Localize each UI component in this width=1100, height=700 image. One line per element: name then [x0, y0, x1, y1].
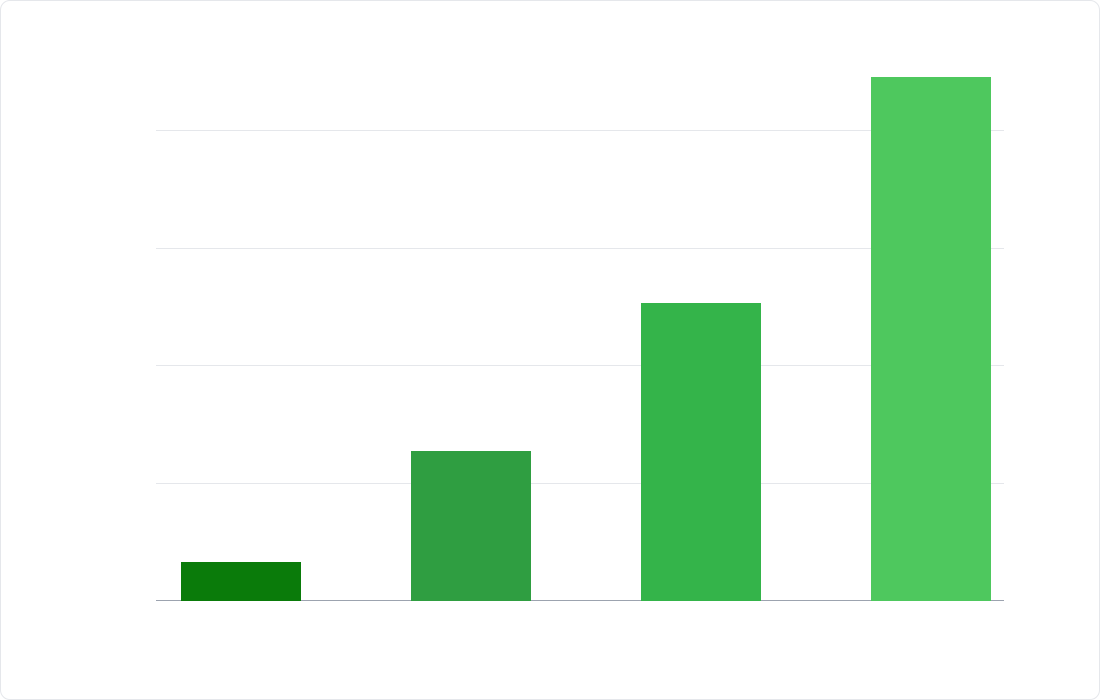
bar	[871, 77, 991, 601]
chart: 20k30k40k50k	[1, 1, 1099, 699]
bar	[411, 451, 531, 601]
bar	[641, 303, 761, 601]
bar	[181, 562, 301, 601]
chart-card: 20k30k40k50k	[0, 0, 1100, 700]
plot-area	[156, 61, 1004, 601]
